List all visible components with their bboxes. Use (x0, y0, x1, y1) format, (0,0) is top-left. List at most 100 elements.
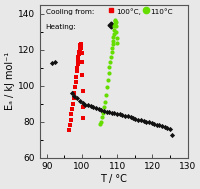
Point (80, 61, 83, 64)
Point (102, 106, 105, 109)
Point (100, 116, 103, 119)
Point (86, 104, 89, 107)
Point (115, 36, 118, 40)
Point (149, 122, 152, 125)
Point (108, 61, 111, 64)
Point (101, 111, 104, 114)
Point (123, 115, 126, 118)
Point (136, 118, 139, 121)
Point (144, 120, 147, 123)
Y-axis label: Eₐ / kJ mol⁻¹: Eₐ / kJ mol⁻¹ (5, 52, 15, 110)
Point (113, 19, 116, 22)
Point (103, 100, 106, 103)
Point (79, 44, 82, 47)
Point (110, 111, 113, 114)
Point (154, 124, 157, 127)
Point (75, 66, 79, 69)
Point (139, 118, 142, 121)
Point (112, 25, 115, 28)
Point (109, 51, 113, 54)
Text: 110°C: 110°C (150, 9, 172, 15)
Point (67, 128, 70, 131)
Point (72, 97, 75, 100)
Point (115, 112, 118, 115)
Point (89, 105, 92, 108)
Point (165, 126, 168, 129)
Point (114, 25, 117, 28)
Point (78, 47, 81, 50)
Point (112, 111, 115, 114)
Point (68, 124, 71, 127)
Point (74, 75, 78, 78)
Point (94, 107, 97, 110)
Point (114, 30, 117, 33)
Point (77, 53, 80, 56)
Point (80, 52, 83, 55)
Point (141, 119, 144, 122)
Point (69, 113, 73, 116)
Point (169, 134, 172, 137)
Point (125, 115, 129, 118)
Point (99, 120, 102, 123)
Point (107, 65, 110, 68)
Point (79, 43, 82, 46)
Point (78, 46, 81, 49)
Text: 100°C,: 100°C, (115, 9, 140, 15)
Point (53, 61, 56, 64)
Point (118, 113, 121, 116)
Point (91, 106, 94, 109)
Point (71, 102, 74, 105)
Point (167, 127, 171, 130)
Point (70, 91, 73, 94)
Point (152, 123, 155, 126)
Point (107, 72, 110, 75)
Point (114, 20, 117, 23)
Point (76, 59, 79, 62)
Point (81, 106, 84, 109)
Point (128, 116, 131, 119)
Point (107, 110, 110, 113)
Point (104, 93, 107, 96)
Point (81, 90, 84, 93)
Point (79, 46, 82, 50)
Point (162, 125, 165, 129)
Point (109, 55, 112, 58)
Point (111, 36, 114, 39)
Point (97, 108, 100, 111)
Point (74, 81, 77, 84)
Point (77, 50, 80, 53)
Point (75, 70, 78, 73)
Text: Cooling from:: Cooling from: (45, 9, 94, 15)
Point (81, 116, 85, 119)
Point (157, 124, 160, 127)
Point (113, 22, 116, 25)
Point (111, 32, 115, 35)
Point (110, 46, 113, 50)
Point (146, 121, 150, 124)
Point (80, 73, 84, 76)
Point (105, 86, 108, 89)
Point (115, 41, 118, 44)
Point (112, 29, 115, 32)
Point (81, 101, 84, 104)
Text: Heating:: Heating: (45, 24, 76, 30)
Point (78, 44, 81, 47)
Point (76, 55, 80, 58)
Point (131, 116, 134, 119)
Point (113, 19, 116, 22)
Point (75, 97, 78, 100)
Point (78, 99, 81, 102)
Point (72, 91, 75, 94)
Point (76, 63, 79, 66)
Point (83, 103, 87, 106)
X-axis label: T / °C: T / °C (100, 174, 126, 184)
Point (104, 110, 108, 113)
Point (69, 118, 72, 121)
Point (111, 39, 114, 42)
Point (133, 117, 136, 120)
Point (70, 108, 73, 111)
Point (102, 109, 105, 112)
Point (50, 62, 53, 65)
Point (73, 86, 76, 89)
Point (98, 123, 101, 126)
